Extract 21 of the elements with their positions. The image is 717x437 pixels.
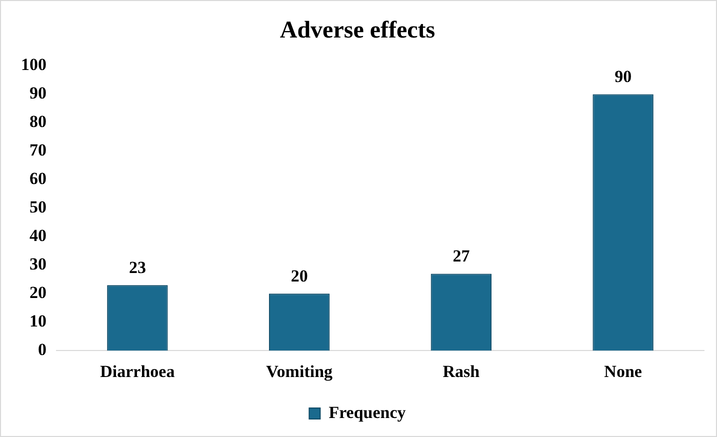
y-tick-label: 40	[30, 226, 46, 246]
y-tick-label: 80	[30, 112, 46, 132]
data-label: 90	[614, 67, 632, 86]
data-label: 23	[128, 258, 146, 277]
legend-label: Frequency	[328, 402, 406, 422]
y-tick-label: 60	[30, 169, 46, 188]
data-label: 27	[452, 246, 470, 266]
y-tick-label: 0	[38, 340, 46, 359]
y-tick-label: 50	[30, 198, 46, 217]
y-tick-label: 30	[30, 254, 46, 274]
y-tick-label: 20	[30, 283, 46, 302]
chart-title: Adverse effects	[280, 18, 436, 44]
y-tick-label: 90	[30, 84, 46, 103]
x-tick-label: Diarrhoea	[100, 362, 176, 382]
x-tick-label: Rash	[442, 362, 480, 382]
y-tick-label: 10	[30, 312, 46, 331]
y-tick-label: 70	[30, 140, 46, 160]
x-tick-label: None	[604, 362, 642, 382]
data-label: 20	[290, 266, 308, 286]
x-tick-label: Vomiting	[266, 362, 334, 382]
y-tick-label: 100	[21, 55, 46, 74]
